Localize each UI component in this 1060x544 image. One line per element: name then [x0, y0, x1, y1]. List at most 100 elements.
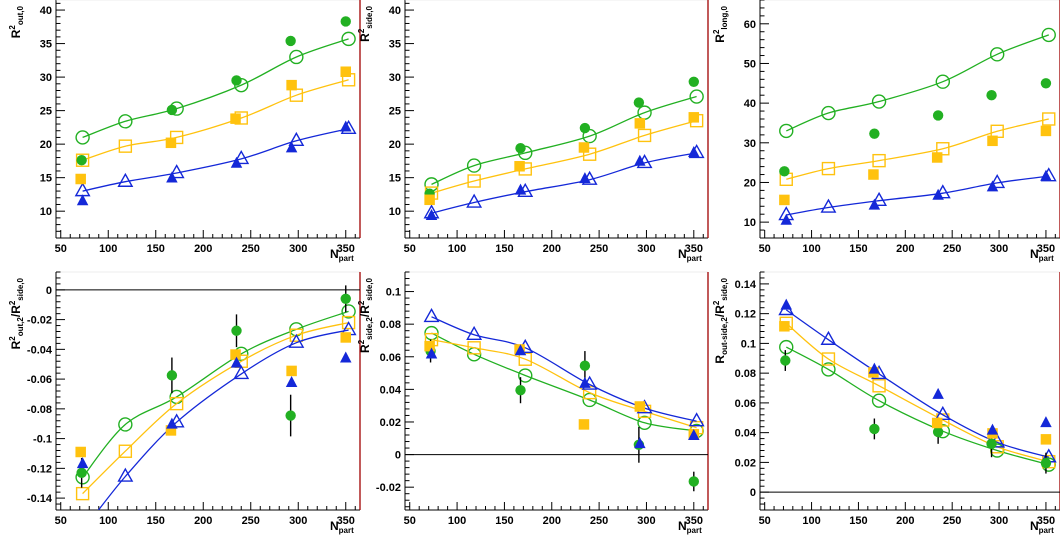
- x-tick-label: 100: [802, 515, 820, 527]
- x-tick-label: 300: [637, 515, 655, 527]
- data-point-filled-circle-green: [986, 90, 997, 101]
- data-point-open-triangle-blue: [871, 191, 888, 206]
- data-point-filled-circle-green: [231, 75, 242, 86]
- plot-area: [778, 27, 1057, 225]
- data-point-open-circle-green: [689, 89, 704, 104]
- data-point-filled-circle-green: [932, 426, 944, 438]
- data-point-filled-square-yellow: [1040, 434, 1052, 445]
- x-tick-label: 200: [543, 515, 561, 527]
- data-point-filled-square-yellow: [286, 365, 297, 377]
- panel-rside2-osc-ratio: 50 100 150 200 250 300 350 -0.02 0 0.02 0.04 0.06 0.…: [357, 271, 709, 535]
- series-line-blue: [82, 128, 349, 192]
- data-point-filled-triangle-blue: [230, 156, 243, 168]
- data-point-open-circle-green: [871, 393, 887, 408]
- x-tick-label: 200: [194, 515, 212, 527]
- x-axis-label: Npart: [678, 519, 702, 535]
- data-point-filled-square-yellow: [340, 66, 351, 77]
- data-point-filled-square-yellow: [779, 194, 790, 206]
- y-axis-label-den-sub: side,0: [16, 277, 25, 300]
- data-point-open-circle-green: [779, 123, 794, 139]
- y-tick-label: 0.14: [735, 279, 757, 291]
- data-point-filled-triangle-blue: [634, 154, 646, 166]
- y-tick-label: -0.1: [33, 434, 52, 446]
- data-point-filled-triangle-blue: [634, 437, 646, 449]
- x-tick-label: 250: [242, 243, 260, 255]
- y-tick-label: 30: [40, 72, 52, 84]
- y-tick-label: 30: [389, 72, 401, 84]
- x-axis-label: Npart: [330, 519, 354, 535]
- y-axis-label-sup: 2: [357, 339, 366, 344]
- y-axis-label-den-sub: side,0: [365, 277, 374, 300]
- y-axis-label-main: R: [713, 355, 727, 364]
- x-tick-label: 200: [194, 243, 212, 255]
- data-point-open-circle-green: [821, 362, 836, 377]
- x-tick-label: 350: [1037, 243, 1055, 255]
- y-axis-label-slash: /R: [9, 305, 23, 317]
- data-point-open-square-yellow: [75, 486, 90, 501]
- panel-rlong2-vs-npart: 50 100 150 200 250 300 350 10 20 30 40 50 60 Npart R2l…: [712, 0, 1060, 263]
- y-axis-label-den-sup: 2: [8, 300, 17, 305]
- y-tick-label: 10: [389, 206, 401, 218]
- data-point-filled-circle-green: [779, 166, 790, 177]
- data-point-open-triangle-blue: [466, 325, 483, 341]
- y-axis-label-den-sup: 2: [357, 300, 366, 305]
- data-point-filled-circle-green: [285, 35, 296, 47]
- panel-routside2-osc-ratio: 50 100 150 200 250 300 350 0 0.02 0.04 0.06 0.08 0.1…: [712, 271, 1060, 535]
- x-axis-label-sub: part: [687, 526, 702, 535]
- data-point-filled-circle-green: [932, 110, 944, 121]
- data-point-filled-triangle-blue: [932, 188, 944, 200]
- data-point-open-square-yellow: [341, 315, 356, 330]
- x-axis-label: Npart: [678, 247, 702, 263]
- y-axis-label-main: R: [713, 34, 727, 43]
- data-point-open-circle-green: [341, 31, 356, 47]
- data-point-filled-triangle-blue: [579, 376, 591, 388]
- y-axis-label-sup: 2: [8, 25, 17, 30]
- data-point-open-triangle-blue: [466, 193, 483, 208]
- x-tick-label: 300: [289, 515, 307, 527]
- x-tick-label: 200: [896, 515, 914, 527]
- data-point-filled-triangle-blue: [780, 213, 792, 225]
- x-axis-label-main: N: [1030, 247, 1039, 261]
- data-point-filled-square-yellow: [230, 113, 241, 124]
- data-point-open-circle-green: [935, 74, 951, 89]
- data-point-filled-square-yellow: [165, 137, 177, 149]
- data-point-open-triangle-blue: [820, 198, 837, 213]
- data-point-filled-circle-green: [76, 155, 87, 166]
- series-line-green: [431, 95, 697, 185]
- data-point-filled-circle-green: [515, 384, 526, 396]
- data-point-filled-circle-green: [1040, 457, 1052, 469]
- data-point-filled-triangle-blue: [514, 183, 527, 195]
- data-point-filled-square-yellow: [931, 417, 943, 429]
- y-tick-label: 0.1: [386, 287, 401, 299]
- x-tick-label: 300: [990, 515, 1008, 527]
- y-tick-label: -0.14: [27, 493, 53, 505]
- y-tick-label: 0: [395, 450, 401, 462]
- x-tick-label: 350: [685, 515, 703, 527]
- data-point-open-circle-green: [289, 49, 304, 65]
- data-point-filled-circle-green: [340, 293, 351, 304]
- y-axis-label-slash: /R: [358, 305, 372, 317]
- series-line-yellow: [785, 322, 1049, 463]
- data-point-open-triangle-blue: [233, 150, 250, 165]
- data-point-filled-triangle-blue: [76, 194, 89, 206]
- data-point-filled-triangle-blue: [514, 344, 527, 356]
- y-tick-label: 35: [40, 39, 52, 51]
- data-point-open-triangle-blue: [117, 467, 134, 482]
- data-point-filled-square-yellow: [987, 135, 998, 147]
- data-point-filled-circle-green: [340, 16, 351, 27]
- series-line-blue: [786, 175, 1049, 216]
- data-point-filled-square-yellow: [230, 349, 241, 360]
- x-tick-label: 250: [943, 243, 961, 255]
- data-point-open-square-yellow: [518, 352, 532, 366]
- data-point-open-square-yellow: [872, 153, 886, 168]
- data-point-filled-circle-green: [869, 128, 880, 139]
- series-line-green: [82, 310, 349, 478]
- data-point-filled-triangle-blue: [285, 141, 298, 153]
- data-point-filled-circle-green: [76, 467, 87, 479]
- data-point-filled-circle-green: [780, 355, 791, 366]
- series-line-yellow: [786, 118, 1049, 180]
- data-point-filled-square-yellow: [424, 340, 435, 352]
- data-point-filled-square-yellow: [931, 152, 943, 163]
- data-point-filled-triangle-blue: [1040, 416, 1052, 428]
